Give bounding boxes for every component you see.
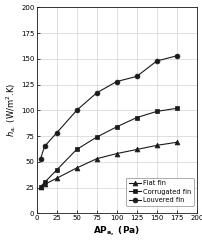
Flat fin xyxy=(39,185,42,188)
Corrugated fin xyxy=(135,116,137,119)
Corrugated fin xyxy=(39,185,42,188)
Flat fin xyxy=(155,144,157,147)
X-axis label: $\mathbf{AP_{a,}}$ (Pa): $\mathbf{AP_{a,}}$ (Pa) xyxy=(93,224,140,238)
Flat fin xyxy=(55,177,58,180)
Louvered fin xyxy=(95,91,97,94)
Louvered fin xyxy=(39,157,42,160)
Corrugated fin xyxy=(155,110,157,113)
Flat fin xyxy=(95,157,97,160)
Flat fin xyxy=(43,183,46,186)
Flat fin xyxy=(175,141,177,144)
Louvered fin xyxy=(75,109,78,112)
Flat fin xyxy=(75,166,78,169)
Corrugated fin xyxy=(175,107,177,110)
Corrugated fin xyxy=(43,181,46,184)
Y-axis label: $h_{a,}$ (W/m$^{2}$.K): $h_{a,}$ (W/m$^{2}$.K) xyxy=(4,83,18,137)
Legend: Flat fin, Corrugated fin, Louvered fin: Flat fin, Corrugated fin, Louvered fin xyxy=(125,178,193,206)
Louvered fin xyxy=(175,54,177,57)
Louvered fin xyxy=(135,75,137,78)
Line: Louvered fin: Louvered fin xyxy=(38,53,178,161)
Corrugated fin xyxy=(75,148,78,151)
Louvered fin xyxy=(43,145,46,148)
Line: Flat fin: Flat fin xyxy=(38,140,178,189)
Louvered fin xyxy=(155,60,157,62)
Corrugated fin xyxy=(95,136,97,139)
Line: Corrugated fin: Corrugated fin xyxy=(38,106,178,189)
Flat fin xyxy=(135,148,137,151)
Corrugated fin xyxy=(55,169,58,172)
Corrugated fin xyxy=(115,125,117,128)
Louvered fin xyxy=(115,80,117,83)
Louvered fin xyxy=(55,131,58,134)
Flat fin xyxy=(115,152,117,155)
